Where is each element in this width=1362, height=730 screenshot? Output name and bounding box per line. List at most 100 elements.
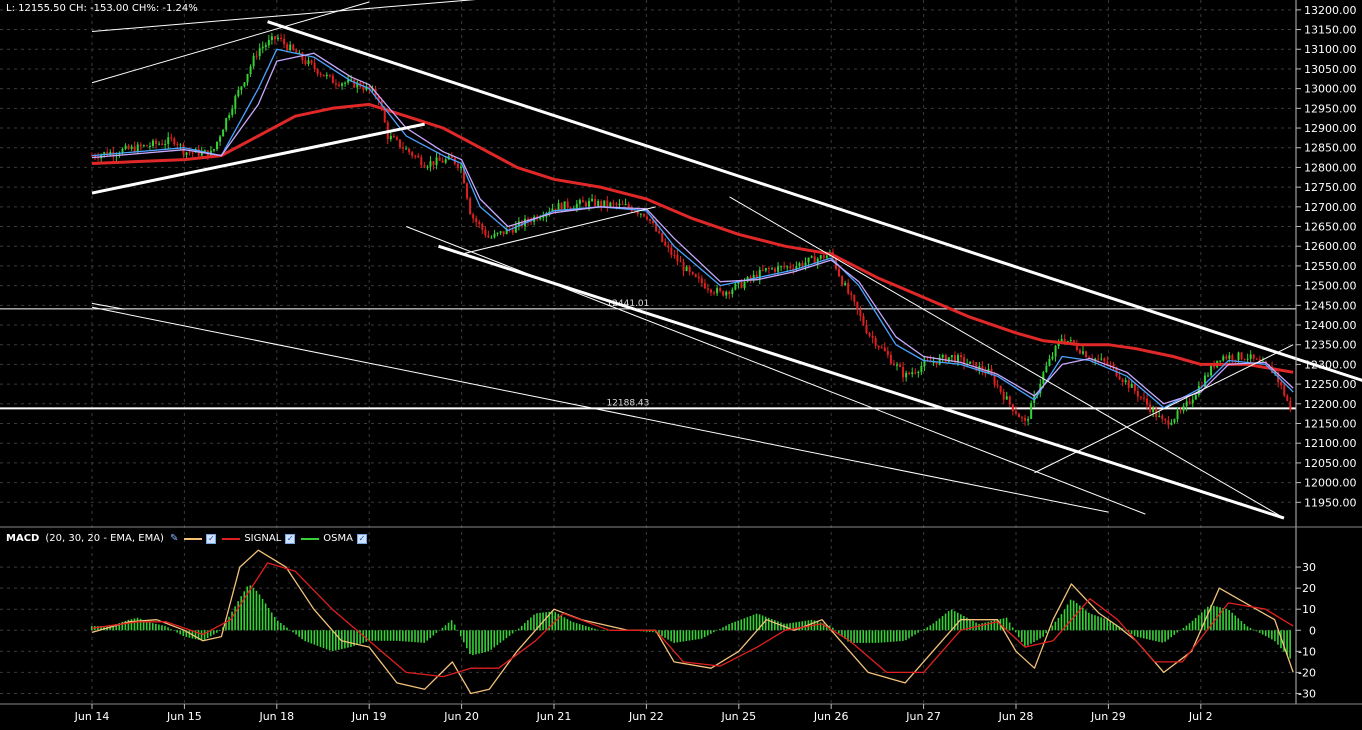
candle-body [139, 144, 142, 147]
trendline[interactable] [91, 306, 1109, 513]
candle-body [411, 152, 414, 156]
osma-bar [1219, 607, 1221, 631]
candle-body [1088, 357, 1091, 359]
candle [459, 163, 462, 174]
candle-body [886, 351, 889, 355]
osma-bar [112, 625, 114, 631]
osma-bar [362, 630, 364, 643]
osma-bar [1142, 630, 1145, 639]
price-tick-label: 12650.00 [1304, 221, 1357, 234]
osma-bar [1185, 625, 1188, 631]
candle [996, 379, 999, 389]
osma-bar [478, 630, 480, 654]
osma-bar [1197, 615, 1200, 631]
candle [838, 265, 841, 278]
osma-bar [819, 622, 822, 631]
osma-bar [938, 618, 941, 631]
trendline[interactable] [438, 244, 1285, 520]
osma-bar [877, 630, 880, 643]
candle-body [813, 256, 816, 264]
macd-visible-checkbox[interactable]: ✓ [206, 533, 217, 544]
candle-body [91, 155, 93, 157]
trendline[interactable] [405, 226, 1146, 515]
candle-body [1164, 419, 1167, 421]
osma-bar [103, 626, 105, 631]
trendline[interactable] [91, 122, 425, 195]
candle [124, 143, 127, 151]
candle-body [219, 136, 222, 142]
candle [1283, 383, 1286, 398]
osma-bar [1066, 604, 1069, 631]
candle-body [298, 52, 301, 54]
osma-bar [944, 613, 947, 631]
candle-body [1048, 358, 1051, 366]
price-tick-label: 12450.00 [1304, 299, 1357, 312]
candle-body [1237, 352, 1240, 361]
osma-bar [1240, 621, 1243, 631]
osma-bar [1261, 630, 1264, 635]
candle [673, 249, 676, 259]
osma-bar [987, 621, 990, 631]
osma-bar [377, 630, 380, 641]
trendline[interactable] [1034, 344, 1294, 474]
candle [1164, 418, 1167, 425]
candle-body [459, 166, 462, 169]
trendline[interactable] [461, 206, 656, 255]
price-tick-label: 12850.00 [1304, 142, 1357, 155]
trendline[interactable] [91, 1, 370, 84]
osma-bar [334, 630, 337, 651]
candle [158, 141, 161, 146]
candle-body [194, 149, 197, 153]
candle [780, 265, 783, 272]
candle-body [1027, 418, 1030, 421]
candle-body [176, 144, 179, 146]
osma-bar [1210, 605, 1212, 631]
candle-body [621, 203, 624, 205]
candle [389, 130, 392, 142]
osma-bar [1011, 627, 1014, 631]
candle-body [783, 266, 786, 268]
candle [216, 141, 219, 152]
candle [737, 281, 740, 289]
osma-bar [673, 630, 675, 643]
trendlines[interactable] [91, 0, 1362, 520]
candle [810, 255, 813, 259]
candle-body [158, 143, 161, 145]
candle [1222, 354, 1225, 362]
osma-bar [453, 624, 456, 631]
candle-body [737, 281, 740, 284]
trendline[interactable] [267, 20, 1362, 388]
osma-visible-checkbox[interactable]: ✓ [356, 533, 367, 544]
trendline[interactable] [729, 196, 1285, 519]
osma-bar [304, 630, 307, 642]
candle [865, 320, 868, 335]
candle [325, 72, 328, 80]
candle [1240, 352, 1243, 361]
candle-body [624, 204, 627, 206]
osma-bar [694, 630, 697, 640]
candle-body [493, 233, 496, 238]
candle-body [1002, 391, 1005, 400]
candle-body [1014, 411, 1017, 414]
candle-body [703, 283, 706, 289]
osma-bar [161, 625, 163, 631]
candle-body [1234, 359, 1237, 361]
candle [277, 34, 280, 42]
candle-body [770, 268, 773, 270]
trendline[interactable] [91, 0, 517, 33]
candle [670, 243, 673, 259]
candle [725, 290, 728, 299]
signal-visible-checkbox[interactable]: ✓ [285, 533, 296, 544]
candle-body [402, 147, 405, 149]
edit-indicator-icon[interactable]: ✎ [169, 533, 179, 544]
osma-bar [658, 630, 660, 635]
candle-body [740, 281, 743, 288]
candle [1225, 354, 1228, 361]
trendline[interactable] [91, 302, 125, 310]
osma-bar [151, 623, 154, 631]
candle [151, 138, 154, 149]
candle [1231, 353, 1234, 364]
candle-body [871, 335, 874, 338]
candle [1109, 361, 1112, 369]
